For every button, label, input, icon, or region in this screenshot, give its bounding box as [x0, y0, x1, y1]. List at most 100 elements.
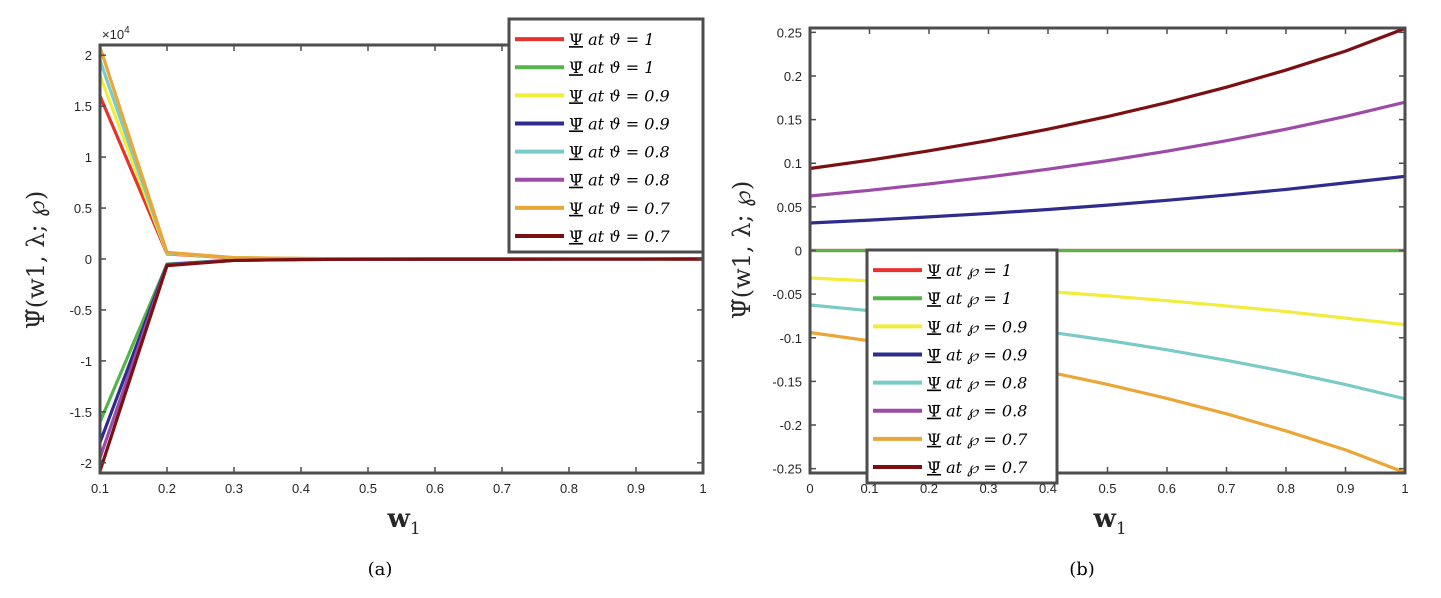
legend-entry-label: Ψ̄ at ϑ = 0.7: [569, 227, 670, 246]
x-axis-label-sub: 1: [1116, 519, 1127, 539]
x-tick-label: 0.4: [292, 481, 310, 496]
legend-symbol: Ψ̄: [569, 227, 583, 246]
legend-entry-label: Ψ at ℘ = 1: [927, 261, 1012, 280]
y-tick-label: -0.2: [780, 418, 802, 433]
legend-text: at ℘ = 0.9: [941, 317, 1027, 336]
legend-symbol: Ψ: [927, 430, 941, 449]
legend-symbol: Ψ: [569, 86, 583, 105]
y-tick-label: 1: [85, 150, 92, 165]
legend-symbol: Ψ: [927, 374, 941, 393]
legend-text: at ϑ = 1: [583, 30, 654, 49]
x-tick-label: 0.2: [920, 481, 938, 496]
x-tick-label: 0.7: [493, 481, 511, 496]
x-tick-label: 0.7: [1217, 481, 1235, 496]
x-tick-label: 0: [806, 481, 813, 496]
series-line-4: [809, 174, 1406, 225]
y-tick-label: -0.15: [772, 374, 802, 389]
x-tick-label: 0.3: [225, 481, 243, 496]
legend-box: [865, 248, 1059, 485]
y-tick-label: -0.25: [772, 462, 802, 477]
exponent-power: 4: [124, 25, 130, 36]
legend-entry-label: Ψ̄ at ϑ = 1: [569, 58, 654, 77]
series-line-6: [809, 100, 1406, 198]
legend-symbol: Ψ̄: [569, 171, 583, 190]
legend-text: at ℘ = 0.8: [941, 374, 1027, 393]
y-tick-label: 0.1: [784, 156, 802, 171]
legend-entry-label: Ψ̄ at ϑ = 0.8: [569, 171, 670, 190]
legend-text: at ϑ = 1: [583, 58, 654, 77]
legend-text: at ϑ = 0.8: [583, 143, 670, 162]
legend-entry-label: Ψ at ℘ = 0.9: [927, 317, 1027, 336]
legend-symbol: Ψ: [927, 317, 941, 336]
legend-symbol: Ψ: [927, 261, 941, 280]
y-tick-label: -2: [80, 456, 92, 471]
y-axis-label: Ψ̃(w1, λ; ℘): [728, 181, 756, 320]
legend-text: at ϑ = 0.9: [583, 86, 670, 105]
y-tick-label: 1.5: [74, 99, 92, 114]
legend-text: at ℘ = 0.8: [941, 402, 1027, 421]
y-tick-label: 0: [795, 244, 802, 259]
legend-text: at ϑ = 0.7: [583, 227, 670, 246]
x-axis-label-main: w: [1093, 504, 1117, 534]
x-axis-label-main: w: [387, 504, 411, 534]
legend-text: at ℘ = 0.7: [941, 458, 1028, 477]
legend-text: at ℘ = 0.7: [941, 430, 1028, 449]
y-tick-label: -0.05: [772, 287, 802, 302]
legend-symbol: Ψ̄: [927, 289, 941, 308]
legend-symbol: Ψ̄: [927, 345, 941, 364]
x-tick-label: 0.3: [979, 481, 997, 496]
x-tick-label: 1: [699, 481, 706, 496]
legend: Ψ at ℘ = 1Ψ̄ at ℘ = 1Ψ at ℘ = 0.9Ψ̄ at ℘…: [865, 248, 1059, 485]
legend-symbol: Ψ̄: [927, 458, 941, 477]
series-line-8: [809, 26, 1406, 171]
legend-text: at ℘ = 1: [941, 261, 1012, 280]
x-tick-label: 0.9: [627, 481, 645, 496]
y-tick-label: 0.25: [777, 25, 802, 40]
legend: Ψ at ϑ = 1Ψ̄ at ϑ = 1Ψ at ϑ = 0.9Ψ̄ at ϑ…: [507, 17, 705, 254]
x-tick-label: 0.2: [158, 481, 176, 496]
series-line-6: [98, 257, 704, 459]
legend-text: at ϑ = 0.8: [583, 171, 670, 190]
panel-caption: (a): [368, 559, 393, 580]
x-tick-label: 0.5: [1098, 481, 1116, 496]
legend-entry-label: Ψ at ϑ = 1: [569, 30, 654, 49]
x-tick-label: 1: [1401, 481, 1408, 496]
legend-entry-label: Ψ̄ at ϑ = 0.9: [569, 114, 670, 133]
legend-text: at ϑ = 0.7: [583, 199, 670, 218]
legend-entry-label: Ψ̄ at ℘ = 0.8: [927, 402, 1027, 421]
x-tick-label: 0.8: [560, 481, 578, 496]
x-tick-label: 0.4: [1039, 481, 1057, 496]
legend-entry-label: Ψ at ϑ = 0.7: [569, 199, 670, 218]
y-tick-label: 0.2: [784, 69, 802, 84]
legend-entry-label: Ψ at ℘ = 0.8: [927, 374, 1027, 393]
x-axis-label-sub: 1: [410, 519, 421, 539]
x-tick-label: 0.6: [1158, 481, 1176, 496]
y-tick-label: 0.5: [74, 201, 92, 216]
legend-symbol: Ψ̄: [569, 114, 583, 133]
legend-text: at ϑ = 0.9: [583, 114, 670, 133]
x-axis-label: w1: [387, 504, 421, 539]
legend-symbol: Ψ̄: [569, 58, 583, 77]
series-line-2: [98, 257, 704, 423]
legend-text: at ℘ = 0.9: [941, 345, 1027, 364]
legend-symbol: Ψ: [569, 30, 583, 49]
legend-entry-label: Ψ̄ at ℘ = 0.9: [927, 345, 1027, 364]
legend-entry-label: Ψ at ϑ = 0.9: [569, 86, 670, 105]
legend-entry-label: Ψ̄ at ℘ = 0.7: [927, 458, 1028, 477]
legend-box: [507, 17, 705, 254]
x-tick-label: 0.1: [860, 481, 878, 496]
y-tick-label: 0.15: [777, 113, 802, 128]
x-tick-label: 0.9: [1336, 481, 1354, 496]
chart-panel-b: 0 0.1 0.2 0.3 0.4 0.5 0.6 0.7 0.8 0.9 1 0.25 0.2 0.15…: [728, 25, 1409, 580]
legend-text: at ℘ = 1: [941, 289, 1012, 308]
legend-entry-label: Ψ at ℘ = 0.7: [927, 430, 1028, 449]
y-tick-label: -0.1: [780, 331, 802, 346]
x-axis-label: w1: [1093, 504, 1127, 539]
y-tick-label: 2: [85, 48, 92, 63]
legend-entry-label: Ψ at ϑ = 0.8: [569, 143, 670, 162]
legend-entry-label: Ψ̄ at ℘ = 1: [927, 289, 1012, 308]
chart-panel-a: 0.1 0.2 0.3 0.4 0.5 0.6 0.7 0.8 0.9 1 2 1.5 1 0.5 0 -0.…: [22, 17, 707, 580]
legend-symbol: Ψ: [569, 143, 583, 162]
y-tick-label: 0.05: [777, 200, 802, 215]
